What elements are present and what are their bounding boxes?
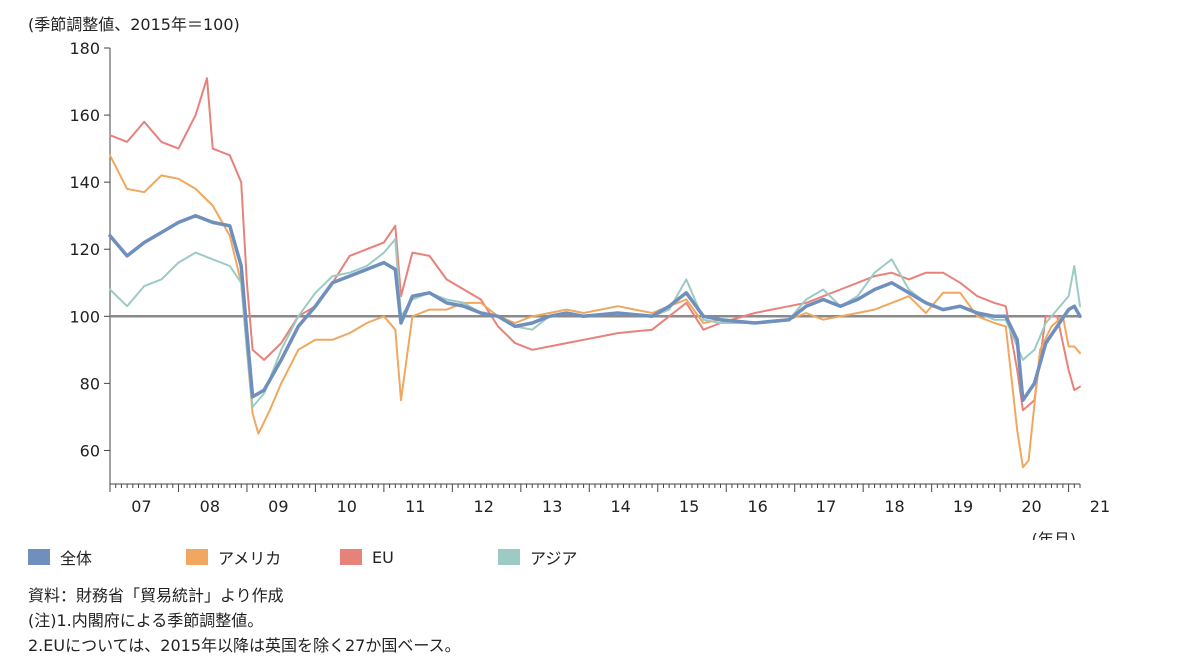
y-tick-label: 100 [69,307,100,326]
x-tick-label: 09 [268,497,288,516]
x-tick-label: 21 [1090,497,1110,516]
legend-swatch-america [186,549,208,565]
x-tick-label: 18 [884,497,904,516]
x-tick-label: 19 [953,497,973,516]
series-line-america [109,154,1081,469]
source-note: 資料：財務省「貿易統計」より作成 [28,586,284,605]
footnote-1: (注)1.内閣府による季節調整値。 [28,611,264,630]
legend-swatch-eu [340,549,362,565]
x-tick-label: 17 [816,497,836,516]
y-tick-label: 160 [69,106,100,125]
y-tick-label: 80 [80,374,100,393]
x-tick-label: 14 [610,497,630,516]
x-tick-label: 10 [337,497,357,516]
legend-item-asia: アジア [498,545,577,569]
series-line-eu [109,77,1081,412]
legend-label-america: アメリカ [218,549,282,568]
y-tick-label: 140 [69,173,100,192]
y-axis: 60 80 100 120 140 160 180 [69,39,111,484]
y-tick-label: 120 [69,240,100,259]
legend-swatch-all [28,549,50,565]
x-tick-label: 08 [200,497,220,516]
x-tick-label: 15 [679,497,699,516]
y-axis-label: (季節調整値、2015年＝100) [28,15,240,34]
series-line-asia [109,238,1081,408]
x-tick-label: 13 [542,497,562,516]
y-tick-label: 60 [80,441,100,460]
line-chart: (季節調整値、2015年＝100) 60 80 100 120 140 160 180 07… [28,15,1110,540]
footnote-2: 2.EUについては、2015年以降は英国を除く27か国ベース。 [28,636,461,655]
legend-label-eu: EU [372,547,394,567]
x-axis-label: (年月) [1032,530,1077,540]
x-tick-label: 12 [474,497,494,516]
x-tick-label: 11 [405,497,425,516]
legend-swatch-asia [498,549,520,565]
x-tick-label: 16 [747,497,767,516]
y-tick-label: 180 [69,39,100,58]
series-line-all [108,213,1082,402]
x-axis: 07 08 09 10 11 12 13 14 15 16 17 18 19 20 21 [109,483,1110,516]
legend-item-america: アメリカ [186,545,281,569]
x-tick-label: 07 [131,497,151,516]
series-layer [108,77,1082,469]
legend-item-eu: EU [340,545,394,569]
x-tick-label: 20 [1021,497,1041,516]
legend-item-all: 全体 [28,545,92,569]
legend-label-all: 全体 [60,549,93,568]
legend-label-asia: アジア [530,549,578,568]
